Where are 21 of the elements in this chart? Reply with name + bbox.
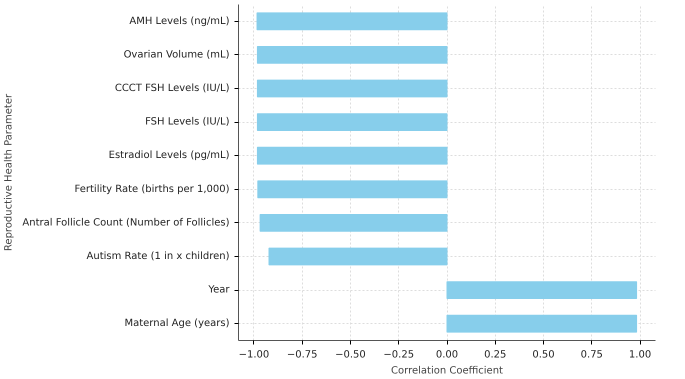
y-tick-label: Autism Rate (1 in x children) (86, 251, 230, 262)
y-axis-title: Reproductive Health Parameter (3, 93, 14, 252)
y-tick-label: CCCT FSH Levels (IU/L) (114, 83, 230, 94)
x-tick-label: −0.75 (286, 350, 318, 360)
y-tick-label: AMH Levels (ng/mL) (129, 16, 230, 27)
y-tick-label: Maternal Age (years) (124, 318, 230, 330)
x-tick-label: 0.25 (484, 350, 506, 360)
x-tick-label: −0.50 (335, 350, 366, 360)
x-tick-label: −0.25 (383, 350, 414, 360)
x-tick-label: 0.00 (436, 350, 458, 360)
x-tick-label: 0.75 (580, 350, 603, 360)
x-tick-label: 1.00 (628, 350, 652, 360)
y-tick-label: FSH Levels (IU/L) (145, 116, 230, 128)
x-tick-label: −1.00 (238, 350, 270, 360)
y-tick-label: Year (207, 284, 230, 296)
y-tick-label: Fertility Rate (births per 1,000) (74, 184, 230, 195)
x-tick-label: 0.50 (532, 350, 555, 360)
y-tick-label: Estradiol Levels (pg/mL) (108, 150, 230, 162)
y-tick-label: Ovarian Volume (mL) (124, 49, 230, 60)
y-tick-label: Antral Follicle Count (Number of Follicles) (22, 217, 230, 228)
x-axis-title: Correlation Coefficient (391, 366, 504, 376)
